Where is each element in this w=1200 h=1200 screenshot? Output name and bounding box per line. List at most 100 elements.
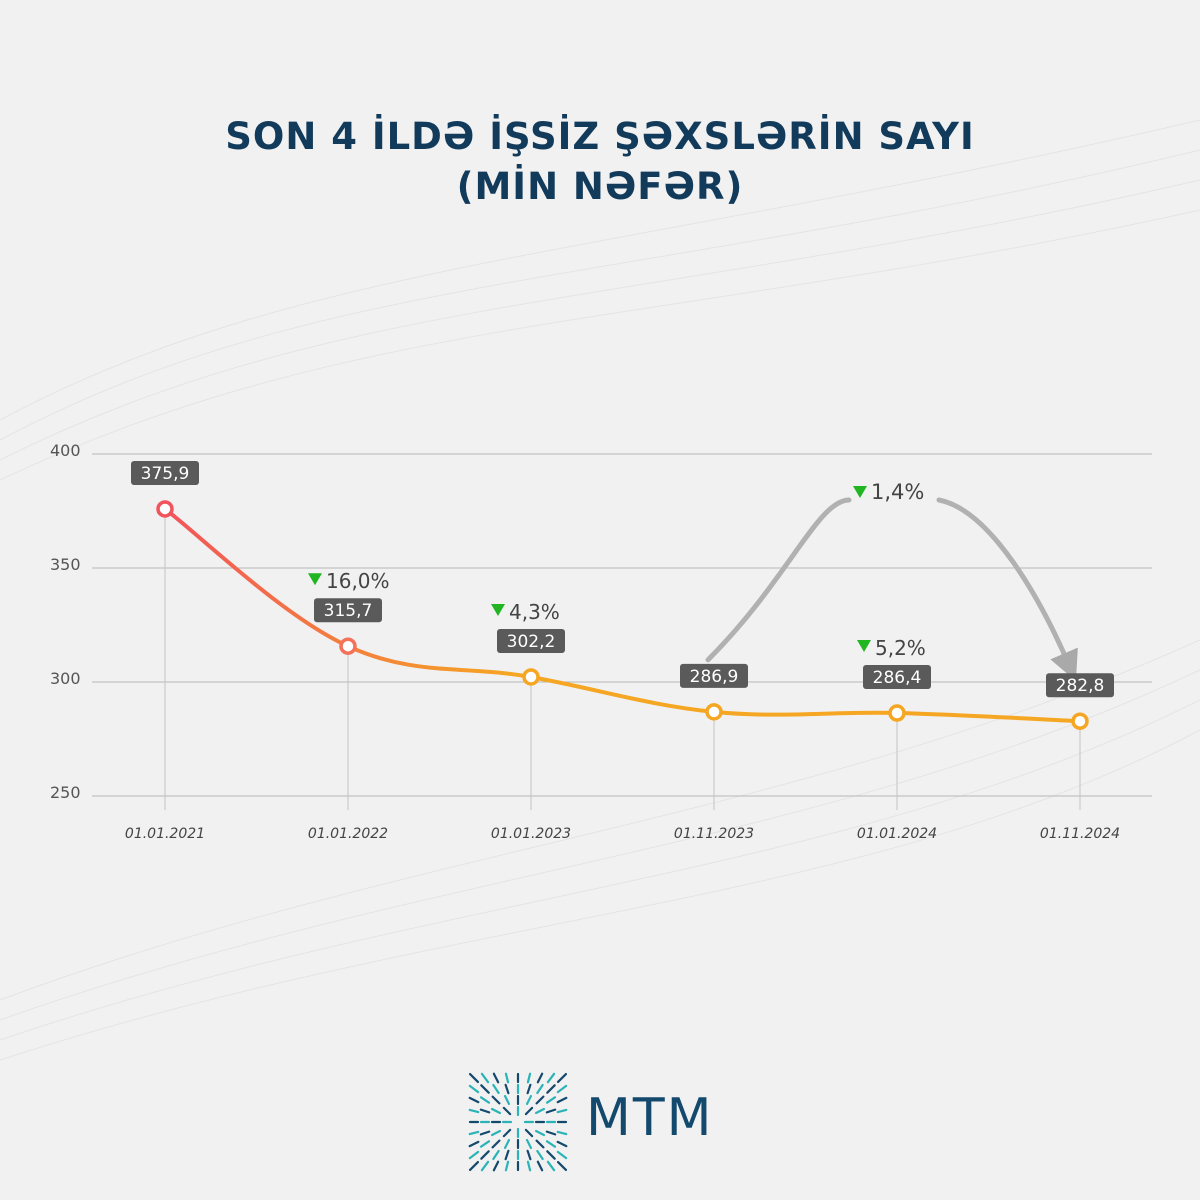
logo-tick [504, 1072, 510, 1084]
logo-tick [491, 1139, 501, 1149]
data-point [156, 500, 174, 518]
logo-tick [480, 1072, 490, 1084]
logo-tick [546, 1084, 556, 1094]
value-label: 286,4 [873, 668, 922, 688]
logo-tick [504, 1149, 510, 1161]
series-line [163, 506, 1082, 724]
x-tick-label: 01.01.2023 [491, 826, 571, 842]
logo-tick [536, 1149, 544, 1161]
value-label-box [314, 598, 382, 623]
logo-tick [503, 1138, 511, 1150]
logo-tick [492, 1072, 500, 1084]
logo-tick [545, 1096, 557, 1104]
logo-tick [479, 1096, 491, 1104]
logo-tick [504, 1083, 510, 1095]
logo-tick [468, 1150, 480, 1160]
annotation-change-label: 1,4% [871, 480, 924, 504]
change-label: 4,3% [509, 600, 560, 624]
y-tick-label: 250 [50, 783, 81, 802]
y-tick-label: 300 [50, 669, 81, 688]
logo-tick [546, 1072, 556, 1084]
x-tick-label: 01.01.2024 [857, 826, 937, 842]
annotation-arrow-rise [705, 497, 852, 663]
logo-tick [545, 1108, 557, 1114]
value-label-box [863, 665, 931, 690]
logo-tick [490, 1129, 502, 1137]
logo-mark-icon [468, 1072, 568, 1172]
logo-tick [556, 1160, 568, 1172]
logo-tick [468, 1130, 480, 1136]
logo-tick [480, 1150, 490, 1160]
logo-tick [526, 1149, 532, 1161]
value-label: 302,2 [507, 632, 556, 652]
logo-tick [502, 1106, 512, 1116]
data-point [1071, 712, 1089, 730]
title-line-2: (MİN NƏFƏR) [456, 165, 744, 208]
mtm-logo: MTM [468, 1072, 738, 1172]
x-tick-label: 01.01.2022 [308, 826, 388, 842]
logo-tick [556, 1130, 568, 1136]
logo-tick [468, 1096, 480, 1104]
x-tick-label: 01.01.2021 [125, 826, 205, 842]
data-point [339, 637, 357, 655]
y-tick-label: 350 [50, 555, 81, 574]
data-point [705, 703, 723, 721]
decrease-icon [857, 640, 871, 653]
logo-tick [504, 1160, 510, 1172]
change-label: 16,0% [326, 569, 390, 593]
decrease-icon [491, 603, 505, 616]
logo-tick [503, 1094, 511, 1106]
logo-tick [490, 1107, 502, 1115]
logo-tick [556, 1150, 568, 1160]
logo-tick [468, 1140, 480, 1148]
logo-tick [479, 1140, 491, 1148]
page-title: SON 4 İLDƏ İŞSİZ ŞƏXSLƏRİN SAYI (MİN NƏF… [0, 112, 1200, 212]
logo-tick [502, 1128, 512, 1138]
logo-tick [525, 1094, 533, 1106]
logo-tick [535, 1139, 545, 1149]
decrease-icon [308, 573, 322, 586]
logo-tick [468, 1084, 480, 1094]
logo-tick [546, 1160, 556, 1172]
value-label: 375,9 [141, 464, 190, 484]
logo-tick [492, 1083, 500, 1095]
value-label-box [497, 628, 565, 653]
logo-tick [534, 1107, 546, 1115]
value-label-box [131, 460, 199, 485]
logo-tick [524, 1106, 534, 1116]
logo-tick [480, 1084, 490, 1094]
brand-name: MTM [586, 1088, 714, 1148]
logo-tick [545, 1130, 557, 1136]
logo-tick [479, 1108, 491, 1114]
annotation-decrease-icon [853, 486, 867, 498]
logo-tick [536, 1083, 544, 1095]
y-tick-label: 400 [50, 441, 81, 460]
x-tick-label: 01.11.2024 [1040, 826, 1120, 842]
logo-tick [545, 1140, 557, 1148]
x-tick-label: 01.11.2023 [674, 826, 754, 842]
title-line-1: SON 4 İLDƏ İŞSİZ ŞƏXSLƏRİN SAYI [225, 115, 975, 158]
logo-tick [525, 1138, 533, 1150]
logo-tick [546, 1150, 556, 1160]
change-label: 5,2% [875, 636, 926, 660]
logo-tick [492, 1149, 500, 1161]
value-label-box [680, 663, 748, 688]
logo-tick [556, 1072, 568, 1084]
logo-tick [536, 1072, 544, 1084]
logo-tick [480, 1160, 490, 1172]
logo-tick [479, 1130, 491, 1136]
logo-tick [536, 1160, 544, 1172]
value-label: 286,9 [690, 667, 739, 687]
logo-tick [468, 1160, 480, 1172]
logo-tick [491, 1095, 501, 1105]
logo-tick [526, 1072, 532, 1084]
data-point [888, 704, 906, 722]
data-point [522, 668, 540, 686]
value-label: 315,7 [324, 601, 373, 621]
logo-tick [556, 1108, 568, 1114]
logo-tick [534, 1129, 546, 1137]
logo-tick [526, 1083, 532, 1095]
logo-tick [468, 1108, 480, 1114]
